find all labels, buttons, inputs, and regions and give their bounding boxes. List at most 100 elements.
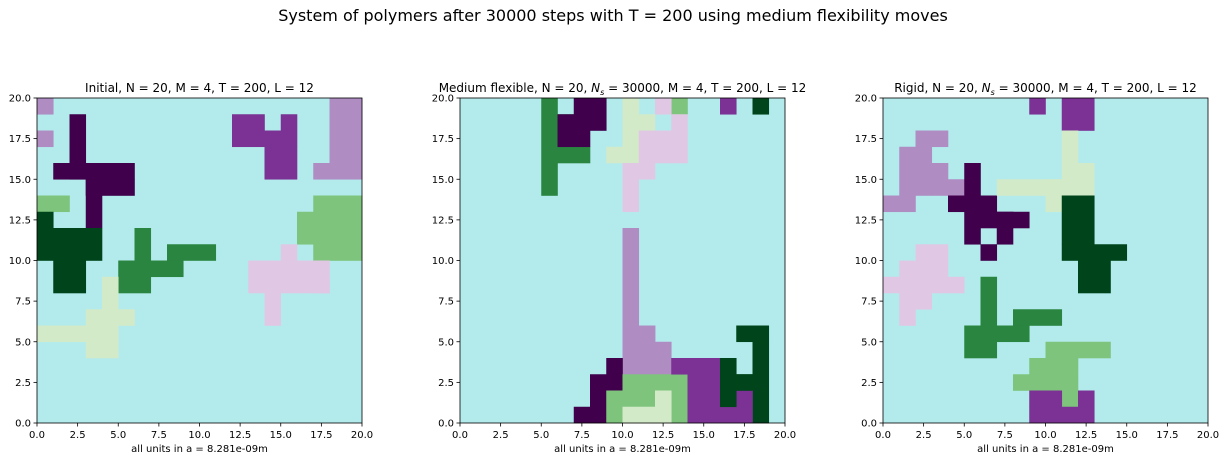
polymer-cell-medium_purple <box>655 341 672 375</box>
y-tick-label: 5.0 <box>15 337 31 348</box>
polymer-cell-light_purple <box>638 130 688 164</box>
y-tick-label: 20.0 <box>432 94 454 105</box>
polymer-cell-light_green <box>638 114 656 131</box>
x-tick-label: 0.0 <box>875 430 891 441</box>
x-tick-label: 17.5 <box>310 430 332 441</box>
polymer-cell-green <box>150 260 184 278</box>
polymer-cell-dark_purple <box>948 195 998 213</box>
polymer-cell-green <box>1013 309 1063 326</box>
y-tick-label: 7.5 <box>438 297 454 308</box>
polymer-cell-light_purple <box>883 276 965 294</box>
polymer-cell-dark_purple <box>590 374 607 424</box>
polymer-cell-dark_purple <box>980 244 998 261</box>
polymer-cell-light_green <box>655 390 672 408</box>
polymer-cell-dark_purple <box>996 211 1014 245</box>
polymer-cell-dark_purple <box>606 358 623 391</box>
y-tick-label: 17.5 <box>9 134 31 145</box>
polymer-cell-medium_purple <box>883 195 916 213</box>
y-tick-label: 5.0 <box>438 337 454 348</box>
polymer-cell-light_green <box>85 325 119 359</box>
x-tick-label: 5.0 <box>533 430 549 441</box>
polymer-cell-medium_green <box>671 98 688 115</box>
polymer-cell-purple <box>720 406 753 424</box>
heatmap-panel-medium-flexible: 0.0 2.5 5.0 7.5 10.0 12.5 15.0 17.5 20.0 0.0 2.5 5.… <box>432 81 807 455</box>
y-tick-label: 7.5 <box>861 297 877 308</box>
polymer-cell-purple <box>1029 406 1095 424</box>
polymer-cell-green <box>980 276 998 326</box>
y-tick-label: 15.0 <box>855 175 877 186</box>
polymer-cell-light_green <box>102 276 119 310</box>
polymer-cell-medium_purple <box>931 163 949 196</box>
polymer-cell-light_purple <box>915 293 933 310</box>
figure-title: System of polymers after 30000 steps wit… <box>278 6 948 25</box>
polymer-cell-light_green <box>1061 130 1079 180</box>
polymer-cell-medium_purple <box>329 98 363 115</box>
y-tick-label: 10.0 <box>9 256 31 267</box>
polymer-cell-light_purple <box>638 163 656 180</box>
polymer-cell-medium_green <box>606 390 623 424</box>
polymer-cell-light_purple <box>264 293 282 326</box>
x-tick-label: 20.0 <box>774 430 796 441</box>
polymer-cell-purple <box>671 358 721 375</box>
y-tick-label: 2.5 <box>15 378 31 389</box>
y-tick-label: 0.0 <box>438 419 454 430</box>
polymer-cell-green <box>541 98 558 196</box>
polymer-cell-purple <box>687 374 721 424</box>
polymer-cell-medium_green <box>345 228 363 261</box>
panel-title: Medium flexible, N = 20, Ns = 30000, M =… <box>439 81 807 97</box>
polymer-cell-medium_purple <box>948 179 965 196</box>
x-tick-label: 10.0 <box>1034 430 1056 441</box>
x-tick-label: 7.5 <box>151 430 167 441</box>
polymer-cell-light_purple <box>297 260 314 278</box>
polymer-cell-medium_purple <box>329 114 363 164</box>
polymer-cell-medium_green <box>37 195 70 213</box>
polymer-cell-medium_green <box>1013 374 1079 391</box>
polymer-cell-dark_green <box>1061 195 1095 245</box>
y-tick-label: 2.5 <box>438 378 454 389</box>
polymer-cell-medium_purple <box>37 130 54 148</box>
panel-title: Initial, N = 20, M = 4, T = 200, L = 12 <box>85 81 314 95</box>
polymer-cell-medium_green <box>329 195 363 213</box>
y-tick-label: 20.0 <box>855 94 877 105</box>
x-axis-label: all units in a = 8.281e-09m <box>554 444 691 455</box>
x-tick-label: 15.0 <box>693 430 715 441</box>
x-tick-label: 5.0 <box>956 430 972 441</box>
heatmap-panel-rigid: 0.0 2.5 5.0 7.5 10.0 12.5 15.0 17.5 20.0 0.0 2.5 5.… <box>855 81 1219 455</box>
polymer-cell-purple <box>264 146 298 180</box>
polymer-cell-dark_purple <box>573 406 591 424</box>
polymer-cell-purple <box>1061 98 1095 131</box>
polymer-cell-light_purple <box>899 293 916 326</box>
x-tick-label: 2.5 <box>493 430 509 441</box>
polymer-cell-purple <box>232 114 265 148</box>
polymer-cell-medium_green <box>1061 390 1079 408</box>
y-tick-label: 20.0 <box>9 94 31 105</box>
x-tick-label: 15.0 <box>270 430 292 441</box>
y-tick-label: 2.5 <box>861 378 877 389</box>
polymer-cell-medium_purple <box>638 325 656 359</box>
polymer-cell-dark_purple <box>557 114 591 148</box>
y-tick-label: 15.0 <box>9 175 31 186</box>
x-axis-label: all units in a = 8.281e-09m <box>977 444 1114 455</box>
polymer-cell-light_purple <box>899 260 949 278</box>
polymer-cell-medium_purple <box>899 146 933 196</box>
x-tick-label: 10.0 <box>611 430 633 441</box>
polymer-cell-purple <box>280 114 298 148</box>
polymer-cell-purple <box>1029 390 1063 408</box>
polymer-cell-light_purple <box>280 244 298 261</box>
y-tick-label: 10.0 <box>432 256 454 267</box>
polymer-cell-medium_purple <box>622 228 640 326</box>
panel-title: Rigid, N = 20, Ns = 30000, M = 4, T = 20… <box>894 81 1197 97</box>
x-tick-label: 7.5 <box>997 430 1013 441</box>
polymer-cell-light_green <box>622 406 672 424</box>
polymer-cell-green <box>996 325 1030 343</box>
x-tick-label: 17.5 <box>1156 430 1178 441</box>
polymer-cell-dark_green <box>37 211 54 229</box>
x-tick-label: 0.0 <box>452 430 468 441</box>
polymer-cell-green <box>964 325 998 359</box>
y-tick-label: 12.5 <box>9 215 31 226</box>
polymer-cell-medium_green <box>1029 358 1079 375</box>
polymer-cell-dark_green <box>720 358 737 408</box>
polymer-cell-dark_green <box>1078 260 1111 294</box>
polymer-cell-dark_purple <box>53 163 135 180</box>
